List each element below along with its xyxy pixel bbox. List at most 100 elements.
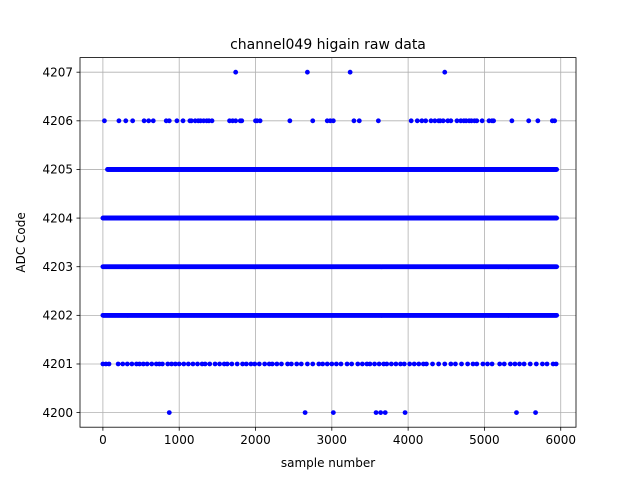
x-tick-label: 1000 xyxy=(164,433,195,447)
chart-title: channel049 higain raw data xyxy=(230,37,426,53)
data-point xyxy=(474,361,480,367)
data-point xyxy=(185,361,191,367)
y-axis-label: ADC Code xyxy=(14,212,28,272)
data-point xyxy=(544,361,550,367)
data-point xyxy=(141,118,147,124)
data-point xyxy=(338,361,344,367)
data-point xyxy=(423,118,429,124)
data-point xyxy=(535,118,541,124)
data-point xyxy=(419,118,425,124)
x-tick-label: 3000 xyxy=(317,433,348,447)
data-point xyxy=(302,410,308,416)
data-point xyxy=(384,361,390,367)
data-point xyxy=(174,118,180,124)
x-tick-label: 4000 xyxy=(393,433,424,447)
data-point xyxy=(102,118,107,124)
data-point xyxy=(279,361,284,367)
data-point xyxy=(150,118,156,124)
data-point xyxy=(470,361,476,367)
data-point xyxy=(378,410,384,416)
data-point xyxy=(324,361,330,367)
data-point xyxy=(305,361,310,367)
data-point xyxy=(393,361,399,367)
data-point xyxy=(349,361,355,367)
data-point xyxy=(234,361,240,367)
data-point xyxy=(243,361,249,367)
data-point xyxy=(195,361,200,367)
y-tick-label: 4203 xyxy=(42,260,73,274)
data-point xyxy=(262,361,268,367)
data-point xyxy=(407,361,413,367)
data-point xyxy=(333,361,339,367)
data-point xyxy=(316,361,322,367)
x-axis-label: sample number xyxy=(281,456,375,470)
data-point xyxy=(144,361,150,367)
data-point xyxy=(166,118,172,124)
data-point xyxy=(442,361,448,367)
data-point xyxy=(367,361,373,367)
data-point xyxy=(355,361,361,367)
data-point xyxy=(512,361,518,367)
data-point xyxy=(480,361,486,367)
data-point xyxy=(432,118,438,124)
data-point xyxy=(274,361,280,367)
data-point xyxy=(465,361,471,367)
data-point xyxy=(485,361,490,367)
data-point xyxy=(217,361,223,367)
data-point xyxy=(554,215,560,221)
data-point xyxy=(180,118,186,124)
data-point xyxy=(212,361,218,367)
data-point xyxy=(115,361,121,367)
data-point xyxy=(160,361,165,367)
data-point xyxy=(240,361,245,367)
data-point xyxy=(436,361,442,367)
data-point xyxy=(329,361,335,367)
data-point xyxy=(202,361,208,367)
data-point xyxy=(116,118,122,124)
data-point xyxy=(401,361,407,367)
data-point xyxy=(294,361,300,367)
data-point xyxy=(509,118,515,124)
data-point xyxy=(375,118,381,124)
data-point xyxy=(414,118,420,124)
data-point xyxy=(181,361,187,367)
data-point xyxy=(239,118,245,124)
data-point xyxy=(330,118,336,124)
data-point xyxy=(140,361,146,367)
data-point xyxy=(189,118,194,124)
data-point xyxy=(398,361,403,367)
y-tick-label: 4202 xyxy=(42,309,73,323)
data-point xyxy=(298,361,304,367)
data-point xyxy=(474,118,480,124)
data-point xyxy=(347,69,353,75)
data-point xyxy=(120,361,126,367)
data-point xyxy=(229,361,235,367)
y-tick-label: 4207 xyxy=(42,65,73,79)
data-point xyxy=(540,361,545,367)
data-point xyxy=(269,361,275,367)
data-point xyxy=(454,118,460,124)
y-tick-label: 4204 xyxy=(42,211,73,225)
data-point xyxy=(165,361,171,367)
y-tick-label: 4206 xyxy=(42,114,73,128)
data-point xyxy=(344,361,350,367)
data-point xyxy=(359,361,365,367)
y-tick-label: 4201 xyxy=(42,357,73,371)
plot-frame xyxy=(79,57,577,428)
data-point xyxy=(554,264,560,270)
data-point xyxy=(453,361,458,367)
data-point xyxy=(233,69,239,75)
x-tick-label: 0 xyxy=(99,433,107,447)
data-point xyxy=(129,361,135,367)
data-point xyxy=(124,361,130,367)
data-point xyxy=(106,361,112,367)
data-point xyxy=(190,361,196,367)
data-point xyxy=(553,361,559,367)
data-point xyxy=(552,118,558,124)
data-points xyxy=(100,69,560,416)
data-point xyxy=(533,410,538,416)
data-point xyxy=(224,361,230,367)
data-point xyxy=(285,361,290,367)
data-point xyxy=(166,410,172,416)
data-point xyxy=(442,69,448,75)
